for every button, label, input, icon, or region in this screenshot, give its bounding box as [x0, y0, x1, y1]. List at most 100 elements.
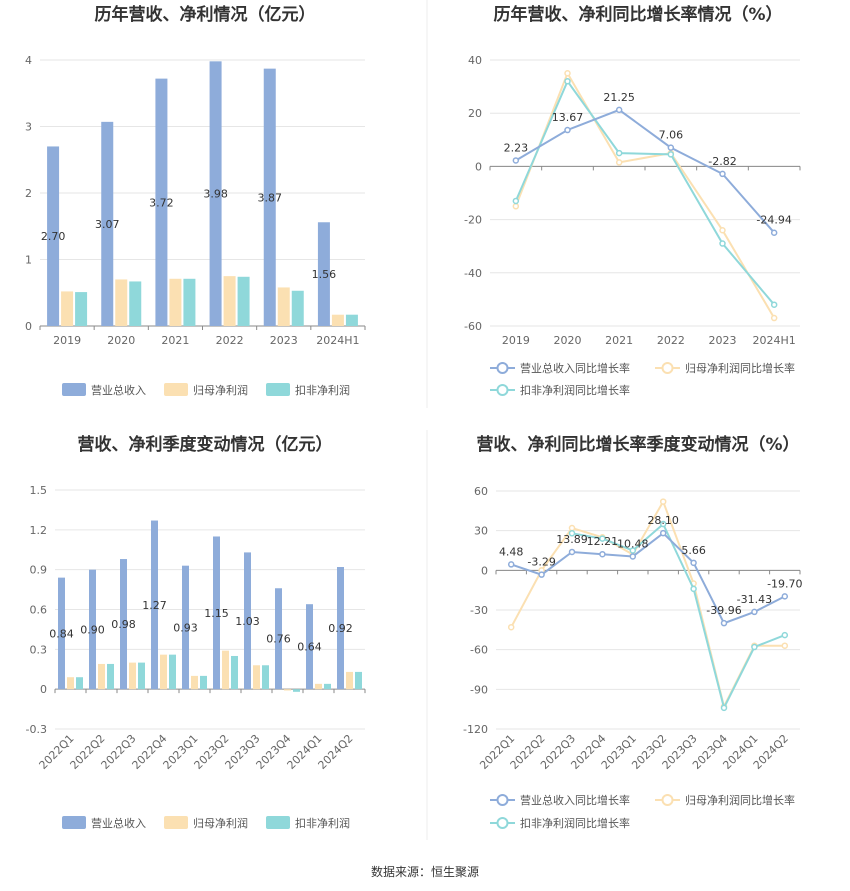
line-series-deducted-profit-growth	[571, 522, 786, 711]
y-tick-label: 0	[25, 320, 32, 333]
bar-deducted-profit	[355, 671, 362, 690]
line-data-label: -39.96	[706, 604, 741, 617]
legend-label: 归母净利润同比增长率	[685, 793, 795, 807]
line-data-label: -3.29	[527, 556, 555, 569]
line-point	[751, 643, 758, 651]
bar-revenue	[317, 222, 330, 326]
bar-revenue	[213, 536, 220, 690]
line-point	[568, 530, 576, 537]
annual-revenue-profit-chart: 历年营收、净利情况（亿元） 0 1 2 3 4 2019 2020 2021 2022 2023 20…	[25, 4, 366, 397]
legend-label: 扣非净利润同比增长率	[520, 383, 630, 397]
legend-marker	[661, 794, 674, 806]
line-point	[599, 550, 606, 558]
legend-marker	[496, 384, 509, 396]
bar-data-label: 3.72	[149, 196, 174, 209]
line-point	[568, 524, 576, 532]
line-point	[615, 106, 623, 114]
bar-data-label: 0.64	[297, 641, 322, 654]
legend-swatch	[266, 383, 290, 396]
line-point	[719, 170, 726, 178]
line-point	[538, 571, 545, 578]
legend-swatch	[62, 383, 86, 396]
line-data-label: -31.43	[737, 593, 772, 606]
y-tick-label: -120	[463, 723, 488, 736]
bar-net-profit	[115, 279, 128, 326]
bar-deducted-profit	[169, 654, 176, 690]
bar-revenue	[182, 565, 189, 690]
line-point	[659, 529, 667, 537]
bar-revenue	[58, 577, 65, 690]
legend-label: 归母净利润同比增长率	[685, 361, 795, 375]
line-point	[599, 535, 606, 542]
x-tick-label: 2024H1	[753, 334, 796, 347]
legend-label: 归母净利润	[193, 816, 248, 830]
y-tick-label: 1.2	[30, 524, 48, 537]
bar-data-label: 3.07	[95, 218, 120, 231]
bar-revenue	[89, 569, 96, 690]
y-tick-label: 1	[25, 254, 32, 267]
line-series-net-profit-growth	[514, 70, 776, 319]
x-tick-label: 2019	[53, 334, 81, 347]
line-data-label: 4.48	[499, 545, 524, 558]
line-point	[659, 520, 667, 528]
line-point	[512, 203, 520, 210]
y-tick-label: 30	[474, 525, 488, 538]
y-tick-label: -60	[464, 320, 482, 333]
legend-label: 营业总收入	[91, 383, 146, 397]
bar-data-label: 0.84	[49, 627, 74, 640]
line-point	[564, 78, 571, 85]
y-tick-label: 2	[25, 187, 32, 200]
bar-data-label: 0.93	[173, 621, 198, 634]
line-data-label: -24.94	[756, 214, 791, 227]
line-data-label: 7.06	[659, 129, 684, 142]
legend-label: 营业总收入同比增长率	[520, 793, 630, 807]
quarterly-revenue-profit-chart: 营收、净利季度变动情况（亿元）-0.300.30.60.91.21.52022Q…	[26, 434, 366, 830]
line-point	[564, 126, 571, 134]
bar-deducted-profit	[237, 276, 250, 326]
bar-deducted-profit	[129, 281, 142, 326]
bar-net-profit	[331, 314, 344, 326]
bar-net-profit	[284, 689, 291, 691]
bar-data-label: 1.27	[142, 599, 167, 612]
bar-revenue	[337, 567, 344, 690]
line-point	[659, 498, 667, 505]
line-data-label: 2.23	[504, 141, 529, 154]
bar-revenue	[263, 68, 276, 327]
bar-net-profit	[191, 675, 198, 690]
y-tick-label: -0.3	[26, 723, 47, 736]
line-point	[690, 559, 697, 567]
x-tick-label: 2019	[502, 334, 530, 347]
bar-data-label: 1.03	[235, 615, 260, 628]
bar-net-profit	[253, 665, 260, 690]
bar-data-label: 0.98	[111, 618, 136, 631]
data-source-note: 数据来源：恒生聚源	[371, 864, 479, 879]
y-tick-label: 0	[40, 683, 47, 696]
line-point	[770, 301, 778, 308]
line-point	[507, 561, 515, 568]
line-point	[512, 157, 520, 164]
legend-marker	[661, 362, 674, 374]
bar-net-profit	[222, 650, 229, 690]
bar-net-profit	[129, 662, 136, 690]
y-tick-label: -30	[470, 604, 488, 617]
line-point	[720, 704, 728, 712]
legend-label: 归母净利润	[193, 383, 248, 397]
chart-title: 营收、净利同比增长率季度变动情况（%）	[476, 434, 799, 455]
y-tick-label: 0.9	[30, 564, 48, 577]
legend-marker	[496, 362, 509, 374]
line-point	[615, 159, 623, 166]
x-tick-label: 2020	[107, 334, 135, 347]
bar-data-label: 2.70	[41, 230, 66, 243]
line-data-label: 21.25	[603, 91, 635, 104]
line-point	[629, 547, 637, 554]
bar-revenue	[244, 552, 251, 690]
line-series-revenue-growth	[515, 108, 775, 234]
line-point	[629, 553, 637, 560]
line-data-label: -2.82	[708, 155, 736, 168]
bar-net-profit	[315, 683, 322, 690]
line-point	[781, 593, 789, 600]
line-point	[781, 631, 789, 639]
line-point	[667, 151, 675, 158]
bar-data-label: 0.92	[328, 622, 353, 635]
